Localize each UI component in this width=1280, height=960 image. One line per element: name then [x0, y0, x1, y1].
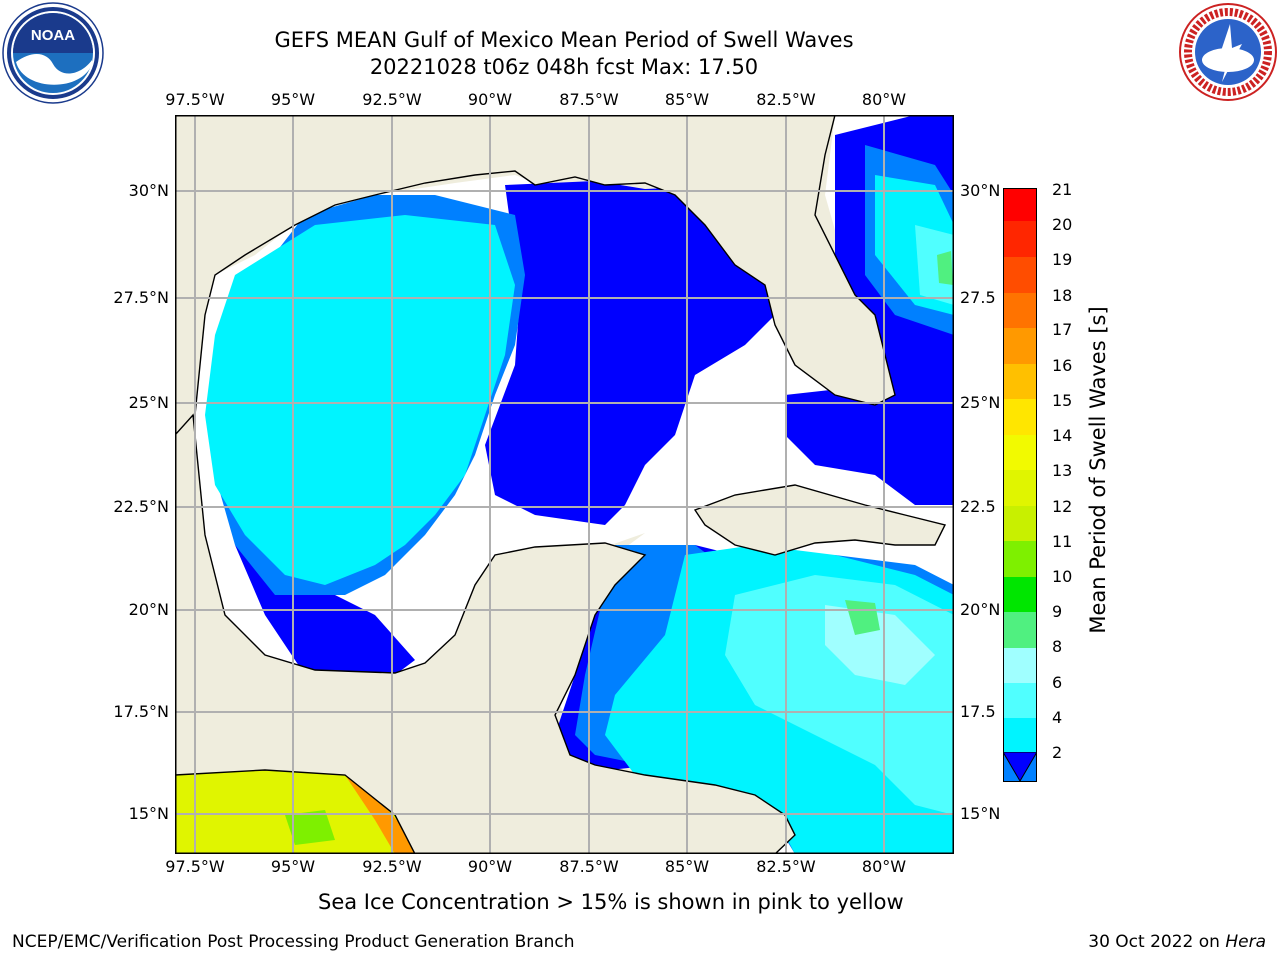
lat-label-left: 30°N — [128, 181, 169, 200]
lon-label-top: 90°W — [467, 90, 513, 109]
svg-text:NOAA: NOAA — [31, 27, 75, 44]
colorbar-tick: 13 — [1052, 461, 1073, 480]
lon-label-bottom: 95°W — [270, 857, 316, 876]
colorbar-tick: 16 — [1052, 356, 1073, 375]
colorbar-tick: 12 — [1052, 497, 1073, 516]
chart-subtitle: 20221028 t06z 048h fcst Max: 17.50 — [369, 55, 759, 79]
lat-label-left: 25°N — [128, 393, 169, 412]
noaa-logo: NOAA — [2, 2, 104, 104]
footer-machine: Hera — [1225, 932, 1266, 952]
lat-label-left: 17.5°N — [113, 702, 169, 721]
sea-ice-note: Sea Ice Concentration > 15% is shown in … — [318, 890, 904, 914]
footer-credit: NCEP/EMC/Verification Post Processing Pr… — [12, 932, 575, 952]
lon-label-bottom: 87.5°W — [559, 857, 619, 876]
lat-label-right: 15°N — [960, 804, 1001, 823]
lon-label-bottom: 82.5°W — [756, 857, 816, 876]
lon-label-top: 87.5°W — [559, 90, 619, 109]
colorbar — [1003, 188, 1037, 782]
lat-label-right: 22.5 — [960, 497, 996, 516]
lat-label-right: 17.5 — [960, 702, 996, 721]
colorbar-tick: 11 — [1052, 532, 1073, 551]
lat-label-right: 30°N — [960, 181, 1001, 200]
colorbar-tick: 17 — [1052, 320, 1073, 339]
lon-label-top: 82.5°W — [756, 90, 816, 109]
colorbar-tick: 15 — [1052, 391, 1073, 410]
colorbar-tick: 10 — [1052, 567, 1073, 586]
lon-label-bottom: 80°W — [861, 857, 907, 876]
lon-label-top: 85°W — [664, 90, 710, 109]
lon-label-top: 97.5°W — [165, 90, 225, 109]
lat-label-right: 27.5 — [960, 288, 996, 307]
colorbar-tick: 8 — [1052, 637, 1063, 656]
colorbar-tick: 14 — [1052, 426, 1073, 445]
national-weather-service-logo — [1179, 3, 1277, 101]
graticule — [175, 115, 954, 854]
lon-label-top: 95°W — [270, 90, 316, 109]
colorbar-tick: 20 — [1052, 215, 1073, 234]
footer-date: 30 Oct 2022 on Hera — [1088, 932, 1266, 952]
lon-label-top: 92.5°W — [362, 90, 422, 109]
footer-date-text: 30 Oct 2022 on — [1088, 932, 1226, 952]
colorbar-label: Mean Period of Swell Waves [s] — [1086, 306, 1110, 634]
lon-label-bottom: 92.5°W — [362, 857, 422, 876]
lat-label-left: 20°N — [128, 600, 169, 619]
colorbar-tick: 18 — [1052, 286, 1073, 305]
chart-title: GEFS MEAN Gulf of Mexico Mean Period of … — [274, 28, 854, 52]
lat-label-left: 15°N — [128, 804, 169, 823]
lat-label-right: 20°N — [960, 600, 1001, 619]
colorbar-tick: 21 — [1052, 180, 1073, 199]
colorbar-tick: 19 — [1052, 250, 1073, 269]
lon-label-bottom: 90°W — [467, 857, 513, 876]
lat-label-left: 22.5°N — [113, 497, 169, 516]
colorbar-tick: 4 — [1052, 708, 1063, 727]
colorbar-tick: 9 — [1052, 602, 1063, 621]
colorbar-tick: 6 — [1052, 673, 1063, 692]
colorbar-tick: 2 — [1052, 743, 1063, 762]
swell-green — [845, 251, 953, 635]
lat-label-left: 27.5°N — [113, 288, 169, 307]
land-masses — [175, 115, 947, 854]
lon-label-bottom: 97.5°W — [165, 857, 225, 876]
gulf-of-mexico-map — [175, 115, 954, 854]
lat-label-right: 25°N — [960, 393, 1001, 412]
lon-label-top: 80°W — [861, 90, 907, 109]
colorbar-extend-arrow — [1003, 752, 1037, 782]
lon-label-bottom: 85°W — [664, 857, 710, 876]
